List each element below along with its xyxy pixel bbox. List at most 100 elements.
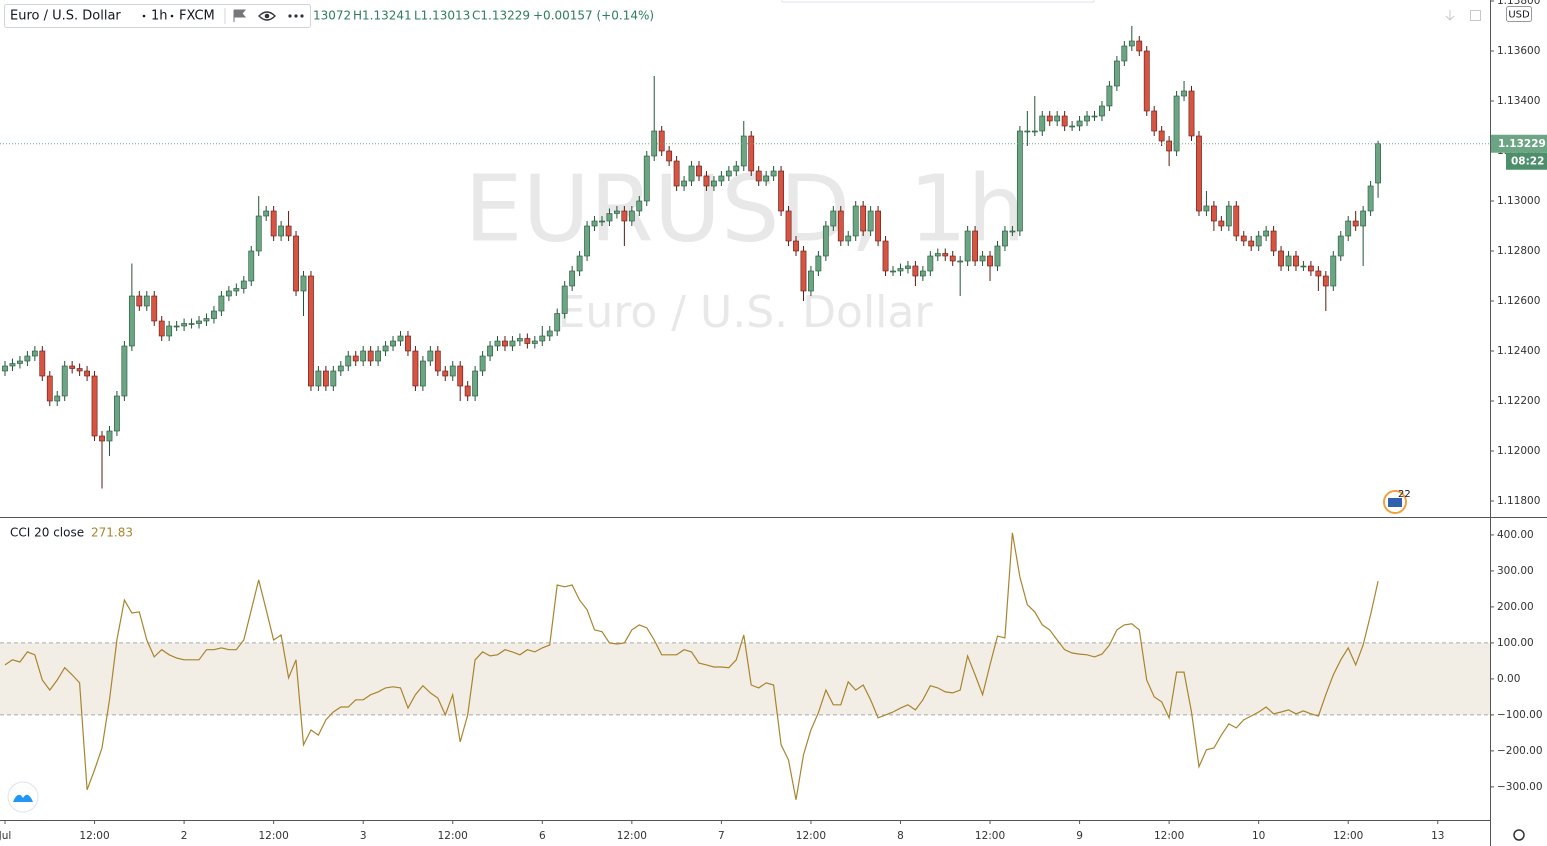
- candle-body: [740, 135, 747, 167]
- candle-body: [345, 355, 352, 367]
- y-tick-label: −100.00: [1497, 709, 1543, 721]
- candle-body: [233, 288, 240, 292]
- currency-box[interactable]: [1506, 6, 1532, 22]
- logo-button[interactable]: [7, 781, 39, 813]
- candle-body: [1337, 235, 1344, 257]
- ohlc-low: L1.13013: [414, 9, 470, 23]
- x-tick-label: 13: [1431, 830, 1444, 842]
- candle-body: [1278, 250, 1284, 267]
- candle-body: [1375, 143, 1381, 184]
- settings-button[interactable]: [1513, 829, 1525, 841]
- ohlc-open: 13072: [313, 9, 351, 23]
- y-tick-label: 1.13600: [1497, 45, 1540, 57]
- candle-body: [1076, 120, 1083, 127]
- candle-body: [173, 325, 180, 328]
- candle-body: [218, 295, 225, 312]
- y-tick-label: 1.12600: [1497, 295, 1540, 307]
- candle-body: [367, 350, 374, 362]
- candle-body: [1031, 130, 1038, 133]
- candle-body: [949, 255, 956, 262]
- candle-body: [1136, 40, 1143, 52]
- watermark-title: EURUSD, 1h: [464, 155, 1025, 262]
- candle-body: [1330, 255, 1337, 287]
- flag-icon[interactable]: [233, 9, 247, 22]
- last-price-box: [1491, 134, 1547, 153]
- candle-body: [196, 320, 202, 324]
- x-tick-label: 9: [1076, 830, 1083, 842]
- candle-body: [360, 350, 367, 362]
- band: [0, 642, 1490, 715]
- candle-body: [442, 370, 449, 377]
- interval: 1h: [151, 9, 168, 24]
- countdown-label: 08:22: [1511, 155, 1544, 167]
- candle-body: [1322, 275, 1329, 287]
- candle-body: [46, 375, 53, 402]
- eye-icon[interactable]: [258, 11, 276, 21]
- candle-body: [84, 370, 90, 377]
- top-popup: [781, 0, 1095, 3]
- candle-body: [17, 360, 23, 364]
- candle-body: [1293, 255, 1299, 267]
- x-tick-label: 12:00: [975, 830, 1005, 842]
- candle-body: [31, 350, 38, 357]
- y-tick-label: 200.00: [1497, 601, 1534, 613]
- candle-body: [54, 395, 61, 402]
- candle-body: [979, 255, 986, 262]
- y-tick-label: 0.00: [1497, 673, 1520, 685]
- candle-body: [427, 350, 434, 362]
- y-tick-label: 100.00: [1497, 637, 1534, 649]
- candle-body: [69, 365, 76, 369]
- candle-body: [718, 175, 725, 182]
- candle-body: [1225, 205, 1232, 227]
- x-tick-label: 12:00: [796, 830, 826, 842]
- candle-body: [711, 180, 717, 187]
- candle-body: [2, 365, 8, 372]
- candle-body: [99, 435, 105, 442]
- candle-body: [628, 210, 635, 222]
- candle-body: [1181, 90, 1187, 97]
- candle-body: [322, 370, 329, 387]
- candle-body: [576, 255, 583, 272]
- candle-body: [1188, 90, 1195, 137]
- candle-body: [1016, 130, 1023, 232]
- symbol-name: Euro / U.S. Dollar: [10, 9, 121, 24]
- candle-body: [696, 165, 702, 177]
- candle-body: [285, 225, 292, 237]
- x-tick-label: 10: [1252, 830, 1265, 842]
- y-tick-label: −200.00: [1497, 745, 1543, 757]
- candle-body: [852, 205, 859, 237]
- x-tick-label: 12:00: [617, 830, 647, 842]
- candle-body: [666, 150, 673, 162]
- candle-body: [673, 160, 680, 187]
- candle-body: [531, 340, 538, 344]
- y-tick-label: 300.00: [1497, 565, 1534, 577]
- candle-body: [181, 323, 187, 327]
- y-tick-label: 1.13400: [1497, 95, 1540, 107]
- candle-body: [748, 135, 755, 172]
- watermark-subtitle: Euro / U.S. Dollar: [558, 287, 934, 338]
- candle-body: [1315, 270, 1322, 277]
- y-tick-label: 1.12000: [1497, 445, 1540, 457]
- candle-body: [539, 335, 546, 342]
- candle-body: [1046, 115, 1053, 122]
- candle-body: [822, 225, 829, 257]
- candle-body: [569, 270, 576, 287]
- candle-body: [91, 375, 98, 437]
- candle-body: [457, 365, 464, 387]
- candle-body: [225, 290, 232, 297]
- candle-body: [516, 338, 523, 342]
- candle-body: [1352, 220, 1359, 227]
- maximize-button[interactable]: [1470, 10, 1481, 21]
- candle-body: [293, 235, 299, 292]
- candle-body: [330, 370, 337, 387]
- scroll-button[interactable]: [1445, 10, 1455, 21]
- candle-body: [1002, 230, 1008, 247]
- candle-body: [808, 270, 814, 292]
- candle-body: [606, 213, 613, 222]
- more-icon[interactable]: [288, 14, 304, 18]
- candle-body: [412, 350, 419, 387]
- candle-body: [1166, 140, 1173, 152]
- candle-body: [546, 330, 553, 337]
- candle-body: [121, 345, 128, 397]
